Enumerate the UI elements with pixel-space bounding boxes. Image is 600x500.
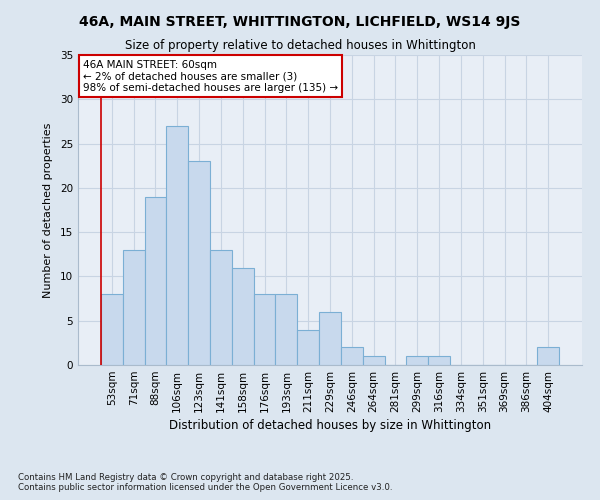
Text: 46A, MAIN STREET, WHITTINGTON, LICHFIELD, WS14 9JS: 46A, MAIN STREET, WHITTINGTON, LICHFIELD… [79, 15, 521, 29]
Y-axis label: Number of detached properties: Number of detached properties [43, 122, 53, 298]
Bar [101, 294, 123, 365]
Bar [254, 294, 275, 365]
Bar [210, 250, 232, 365]
Bar [319, 312, 341, 365]
Bar [297, 330, 319, 365]
Bar [166, 126, 188, 365]
Text: Size of property relative to detached houses in Whittington: Size of property relative to detached ho… [125, 39, 475, 52]
X-axis label: Distribution of detached houses by size in Whittington: Distribution of detached houses by size … [169, 419, 491, 432]
Bar [232, 268, 254, 365]
Bar [275, 294, 297, 365]
Text: Contains HM Land Registry data © Crown copyright and database right 2025.
Contai: Contains HM Land Registry data © Crown c… [18, 473, 392, 492]
Bar [537, 348, 559, 365]
Bar [341, 348, 363, 365]
Bar [428, 356, 450, 365]
Bar [406, 356, 428, 365]
Bar [363, 356, 385, 365]
Text: 46A MAIN STREET: 60sqm
← 2% of detached houses are smaller (3)
98% of semi-detac: 46A MAIN STREET: 60sqm ← 2% of detached … [83, 60, 338, 93]
Bar [188, 162, 210, 365]
Bar [123, 250, 145, 365]
Bar [145, 196, 166, 365]
